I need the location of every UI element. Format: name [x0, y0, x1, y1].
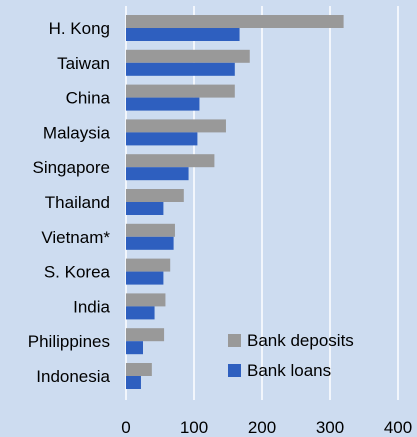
bar-bank-deposits: [126, 154, 215, 168]
legend: Bank deposits Bank loans: [228, 331, 354, 380]
legend-swatch-bank-deposits: [228, 334, 241, 347]
bar-bank-deposits: [126, 363, 152, 376]
category-label: Thailand: [45, 193, 110, 212]
bar-bank-loans: [126, 97, 200, 111]
category-label: Philippines: [28, 332, 110, 351]
category-label: S. Korea: [44, 263, 111, 282]
bar-bank-deposits: [126, 189, 184, 202]
category-label: Taiwan: [57, 54, 110, 73]
legend-label-bank-deposits: Bank deposits: [247, 331, 354, 350]
category-label: H. Kong: [49, 19, 110, 38]
bar-bank-loans: [126, 167, 189, 181]
bar-bank-loans: [126, 132, 198, 146]
x-tick-label: 400: [384, 418, 412, 437]
bar-bank-deposits: [126, 328, 165, 342]
category-label: Vietnam*: [41, 228, 110, 247]
bar-bank-loans: [126, 306, 155, 320]
bar-bank-deposits: [126, 49, 250, 63]
x-tick-label: 100: [180, 418, 208, 437]
category-labels: H. Kong Taiwan China Malaysia Singapore Thail…: [28, 19, 111, 386]
bar-bank-deposits: [126, 84, 235, 98]
category-label: Malaysia: [43, 123, 111, 142]
category-label: Indonesia: [36, 367, 110, 386]
legend-swatch-bank-loans: [228, 364, 241, 377]
bar-bank-deposits: [126, 258, 171, 272]
bar-bank-loans: [126, 376, 141, 389]
category-label: Singapore: [32, 158, 110, 177]
x-tick-label: 0: [121, 418, 130, 437]
bar-bank-loans: [126, 62, 235, 76]
bar-bank-loans: [126, 28, 240, 41]
x-axis-tick-labels: 0 100 200 300 400: [121, 418, 412, 437]
category-label: China: [66, 89, 111, 108]
bar-bank-loans: [126, 236, 174, 250]
x-tick-label: 200: [248, 418, 276, 437]
bar-bank-loans: [126, 341, 143, 355]
x-tick-label: 300: [316, 418, 344, 437]
bar-bank-loans: [126, 202, 164, 215]
category-label: India: [73, 297, 110, 316]
bar-bank-deposits: [126, 15, 344, 28]
bar-bank-deposits: [126, 119, 226, 133]
bar-bank-loans: [126, 271, 164, 285]
bar-bank-deposits: [126, 223, 175, 237]
legend-label-bank-loans: Bank loans: [247, 361, 331, 380]
bar-bank-deposits: [126, 293, 166, 307]
bars: [126, 15, 344, 389]
